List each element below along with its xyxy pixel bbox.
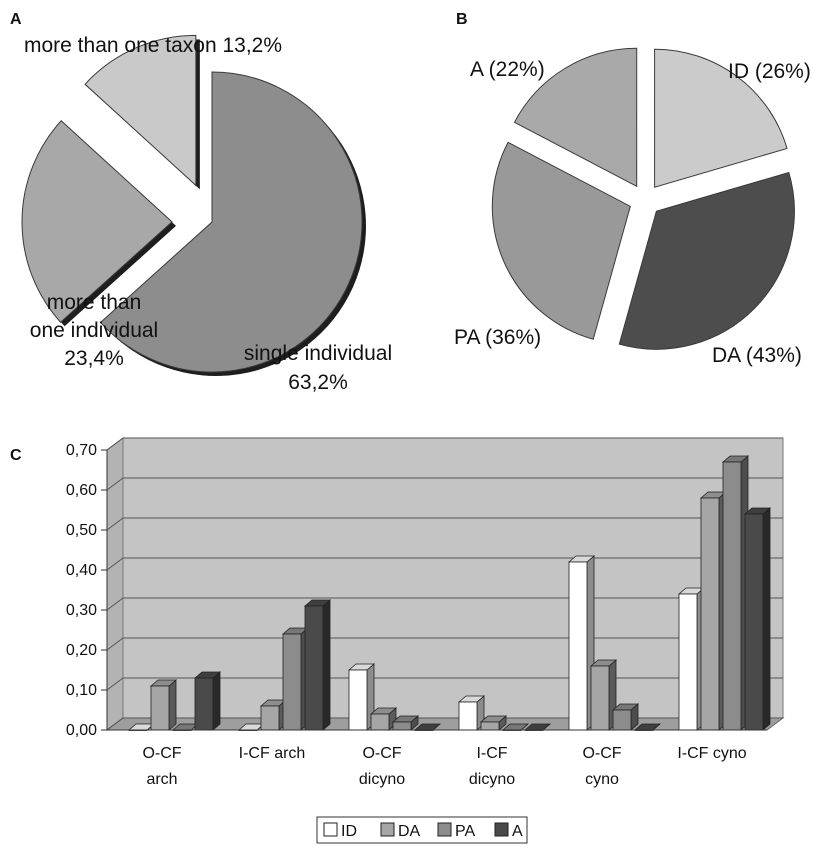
- legend-swatch: [380, 822, 395, 837]
- y-tick-label: 0,30: [66, 602, 97, 619]
- panel-letter-b: B: [456, 11, 468, 28]
- x-category-label: arch: [146, 771, 177, 788]
- legend-swatch: [323, 822, 338, 837]
- x-category-label: I-CF: [476, 745, 507, 762]
- bar-chart-c: 0,00 0,10 0,20 0,30 0,40 0,50 0,60 0,70 O-CF arch…: [66, 437, 785, 844]
- x-category-label: dicyno: [469, 771, 515, 788]
- bar-a-1: [303, 599, 332, 731]
- bar-a-0: [193, 671, 222, 731]
- grid-line-side: [106, 517, 124, 531]
- bar-id-4: [567, 555, 596, 731]
- label-b-da: DA (43%): [712, 344, 802, 367]
- pie-slice-more-than-one-individual: [21, 120, 173, 323]
- label-single-individual-pct: 63,2%: [288, 371, 348, 394]
- x-category-label: cyno: [585, 771, 619, 788]
- x-category-label: I-CF cyno: [677, 745, 746, 762]
- bar-pa-5: [721, 455, 750, 731]
- legend-item-pa: PA: [437, 822, 475, 840]
- legend-label: PA: [455, 823, 475, 840]
- grid-line-side: [106, 597, 124, 611]
- y-tick-label: 0,20: [66, 642, 97, 659]
- label-single-individual: single individual: [244, 342, 392, 365]
- x-category-label: I-CF arch: [239, 745, 306, 762]
- y-tick-label: 0,60: [66, 482, 97, 499]
- pie-slice-single-individual: [99, 71, 363, 373]
- y-tick-label: 0,40: [66, 562, 97, 579]
- grid-line-side: [106, 557, 124, 571]
- legend: ID DA PA A: [316, 816, 528, 844]
- pie-slice-a: [513, 47, 638, 188]
- bar-da-2: [369, 707, 398, 731]
- pie-chart-a: [21, 34, 366, 376]
- bar-pa-2: [391, 715, 420, 731]
- legend-item-id: ID: [323, 822, 357, 840]
- label-more-than-one-individual-line2: one individual: [30, 319, 158, 342]
- bar-id-3: [457, 695, 486, 731]
- bar-da-1: [259, 699, 288, 731]
- pie-slice-da: [618, 171, 795, 350]
- label-more-than-one-individual-line1: more than: [47, 291, 142, 314]
- y-tick-label: 0,00: [66, 722, 97, 739]
- legend-swatch: [437, 822, 452, 837]
- y-tick-label: 0,70: [66, 442, 97, 459]
- label-more-than-one-individual-pct: 23,4%: [64, 347, 124, 370]
- bar-da-3: [479, 715, 508, 731]
- x-category-label: O-CF: [362, 745, 401, 762]
- x-category-label: O-CF: [582, 745, 621, 762]
- pie-slice-pa: [491, 141, 631, 340]
- plot-side-wall: [106, 437, 124, 731]
- pie-slice-more-than-one-taxon: [84, 34, 197, 187]
- pie-slice-id: [654, 48, 788, 188]
- legend-swatch: [494, 822, 509, 837]
- bar-da-0: [149, 679, 178, 731]
- legend-label: A: [512, 823, 523, 840]
- label-b-a: A (22%): [470, 58, 545, 81]
- bar-id-5: [677, 587, 706, 731]
- bar-a-5: [743, 507, 772, 731]
- bar-pa-4: [611, 703, 640, 731]
- x-category-label: dicyno: [359, 771, 405, 788]
- bar-da-5: [699, 491, 728, 731]
- grid-line-side: [106, 437, 124, 451]
- legend-label: DA: [398, 823, 421, 840]
- legend-box: [316, 816, 528, 844]
- legend-item-da: DA: [380, 822, 421, 840]
- label-b-pa: PA (36%): [454, 326, 541, 349]
- bar-pa-1: [281, 627, 310, 731]
- grid-line-side: [106, 637, 124, 651]
- y-tick-label: 0,50: [66, 522, 97, 539]
- label-more-than-one-taxon: more than one taxon 13,2%: [24, 34, 282, 57]
- label-b-id: ID (26%): [728, 60, 811, 83]
- bar-da-4: [589, 659, 618, 731]
- x-category-label: O-CF: [142, 745, 181, 762]
- grid-line-side: [106, 677, 124, 691]
- grid-line-side: [106, 477, 124, 491]
- panel-letter-a: A: [10, 11, 22, 28]
- pie-chart-b: [491, 47, 795, 350]
- legend-label: ID: [341, 823, 357, 840]
- bar-id-2: [347, 663, 376, 731]
- grid-line-side: [106, 717, 124, 731]
- legend-item-a: A: [494, 822, 523, 840]
- panel-letter-c: C: [10, 447, 22, 464]
- y-tick-label: 0,10: [66, 682, 97, 699]
